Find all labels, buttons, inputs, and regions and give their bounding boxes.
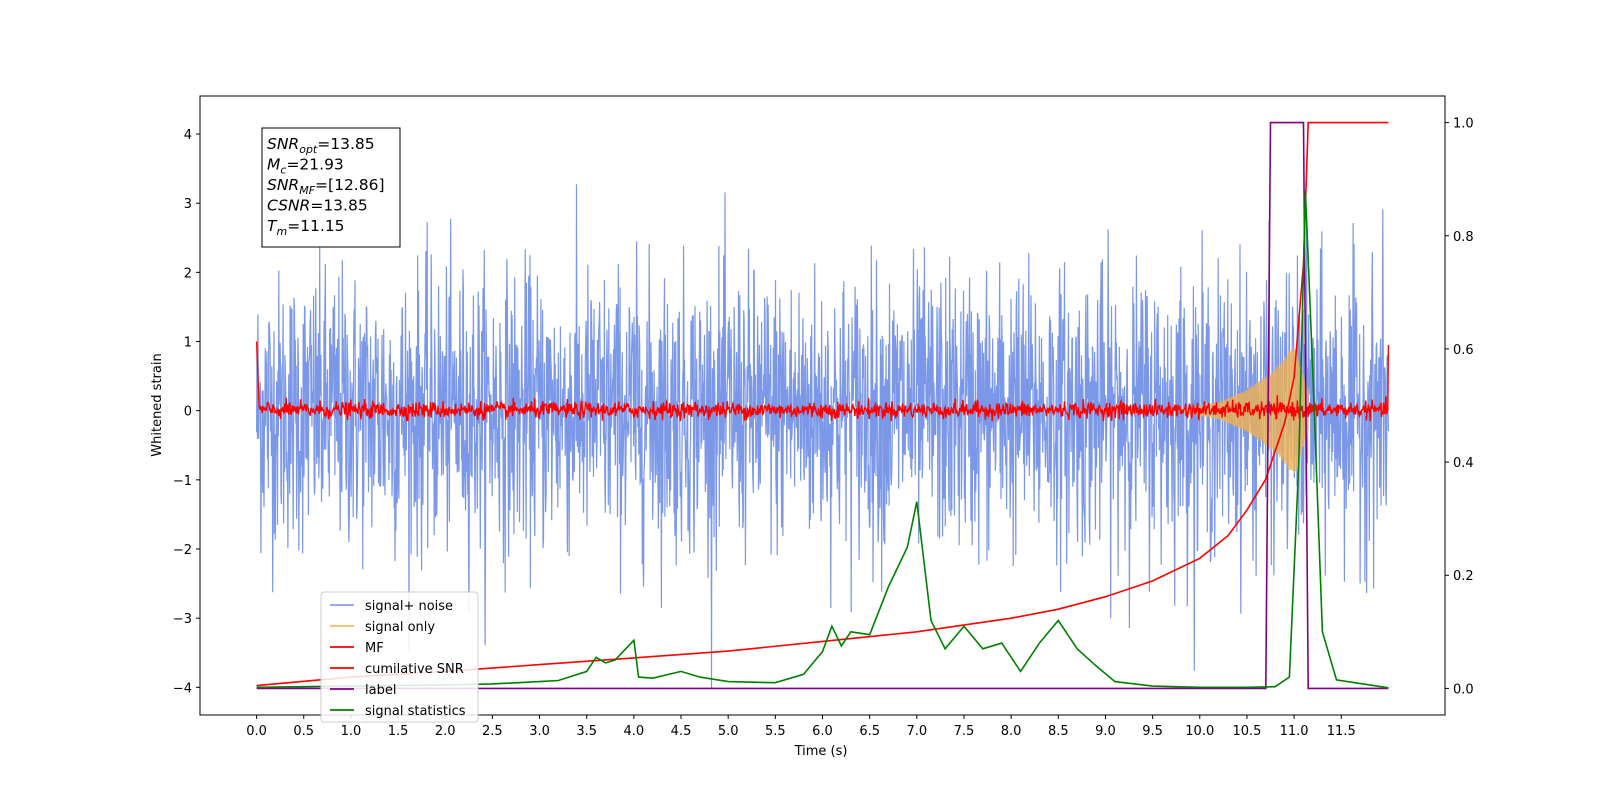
legend-label: signal+ noise bbox=[365, 599, 453, 614]
y-tick-label: 1 bbox=[184, 336, 192, 351]
legend: signal+ noise signal only MF cumilative SNR… bbox=[320, 591, 479, 723]
annotation-line: Tm=11.15 bbox=[267, 217, 345, 238]
y-tick-label: −3 bbox=[173, 612, 192, 627]
x-axis: 0.0 0.5 1.0 1.5 2.0 2.5 3.0 3.5 4.0 4.5 5.0 5.5 6.0 6… bbox=[246, 715, 1356, 739]
legend-label: label bbox=[365, 683, 396, 698]
y2-tick-label: 0.6 bbox=[1453, 343, 1474, 358]
y-tick-label: 3 bbox=[184, 197, 192, 212]
x-tick-label: 6.0 bbox=[812, 724, 833, 739]
x-tick-label: 6.5 bbox=[859, 724, 880, 739]
x-tick-label: 2.5 bbox=[482, 724, 503, 739]
x-tick-label: 4.5 bbox=[671, 724, 692, 739]
x-tick-label: 5.5 bbox=[765, 724, 786, 739]
x-tick-label: 9.0 bbox=[1095, 724, 1116, 739]
x-tick-label: 4.0 bbox=[624, 724, 645, 739]
annotation-line: Mc=21.93 bbox=[267, 156, 344, 177]
x-tick-label: 0.0 bbox=[246, 724, 267, 739]
x-tick-label: 11.5 bbox=[1327, 724, 1356, 739]
y-axis-left: −4 −3 −2 −1 0 1 2 3 4 bbox=[173, 128, 200, 696]
x-tick-label: 2.0 bbox=[435, 724, 456, 739]
plot-area bbox=[255, 121, 1390, 690]
legend-label: cumilative SNR bbox=[365, 662, 464, 677]
annotation-line: SNRopt=13.85 bbox=[267, 135, 375, 156]
y2-tick-label: 0.4 bbox=[1453, 456, 1474, 471]
series-signal-statistics bbox=[256, 190, 1389, 689]
annotation-line: CSNR=13.85 bbox=[267, 197, 368, 215]
x-tick-label: 9.5 bbox=[1142, 724, 1163, 739]
x-tick-label: 7.5 bbox=[954, 724, 975, 739]
x-tick-label: 5.0 bbox=[718, 724, 739, 739]
x-tick-label: 1.5 bbox=[388, 724, 409, 739]
x-tick-label: 8.5 bbox=[1048, 724, 1069, 739]
y-tick-label: −4 bbox=[173, 681, 192, 696]
x-tick-label: 3.0 bbox=[529, 724, 550, 739]
y2-tick-label: 0.2 bbox=[1453, 569, 1474, 584]
annotation-line: SNRMF=[12.86] bbox=[267, 176, 385, 197]
legend-label: signal statistics bbox=[365, 704, 466, 719]
x-tick-label: 10.5 bbox=[1232, 724, 1261, 739]
y2-tick-label: 0.8 bbox=[1453, 230, 1474, 245]
y-tick-label: −1 bbox=[173, 474, 192, 489]
x-tick-label: 8.0 bbox=[1001, 724, 1022, 739]
x-tick-label: 1.0 bbox=[341, 724, 362, 739]
x-axis-label: Time (s) bbox=[794, 744, 848, 759]
annotation-box: SNRopt=13.85Mc=21.93SNRMF=[12.86]CSNR=13… bbox=[261, 127, 401, 248]
y-axis-label: Whitened strain bbox=[150, 353, 165, 456]
y2-tick-label: 0.0 bbox=[1453, 682, 1474, 697]
x-tick-label: 10.0 bbox=[1185, 724, 1214, 739]
y-tick-label: −2 bbox=[173, 543, 192, 558]
y-tick-label: 2 bbox=[184, 266, 192, 281]
y2-tick-label: 1.0 bbox=[1453, 117, 1474, 132]
x-tick-label: 0.5 bbox=[293, 724, 314, 739]
series-mf bbox=[255, 341, 1390, 422]
legend-label: MF bbox=[365, 641, 384, 656]
x-tick-label: 7.0 bbox=[906, 724, 927, 739]
y-tick-label: 0 bbox=[184, 405, 192, 420]
y-axis-right: 0.0 0.2 0.4 0.6 0.8 1.0 bbox=[1445, 117, 1474, 697]
x-tick-label: 11.0 bbox=[1280, 724, 1309, 739]
legend-label: signal only bbox=[365, 620, 435, 635]
series-signal-noise bbox=[256, 184, 1389, 689]
series-label bbox=[256, 121, 1389, 690]
x-tick-label: 3.5 bbox=[576, 724, 597, 739]
y-tick-label: 4 bbox=[184, 128, 192, 143]
